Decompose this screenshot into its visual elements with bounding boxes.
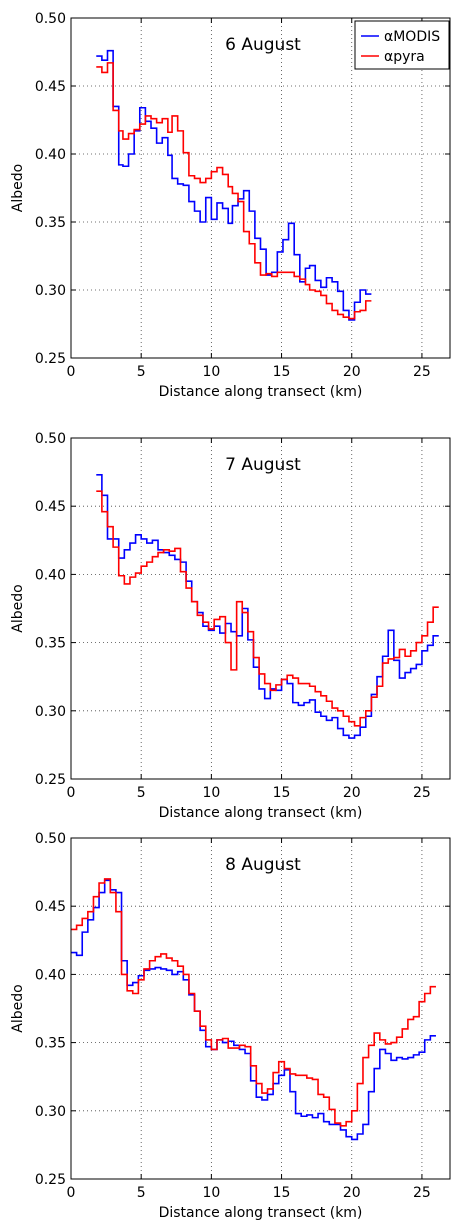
axes-frame [70, 437, 451, 780]
legend-label-pyra: αpyra [384, 49, 425, 65]
legend-box [354, 20, 450, 70]
x-tick-label: 0 [67, 364, 76, 380]
y-tick-label: 0.35 [35, 636, 66, 652]
y-tick-label: 0.25 [35, 1172, 66, 1188]
x-tick-label: 10 [202, 1185, 220, 1201]
plot-area [71, 18, 450, 358]
y-tick-label: 0.50 [35, 831, 66, 847]
y-tick-label: 0.50 [35, 431, 66, 447]
y-axis-label: Albedo [10, 164, 26, 212]
panel-title: 7 August [225, 455, 301, 475]
y-tick-label: 0.40 [35, 147, 66, 163]
x-tick-label: 25 [413, 785, 431, 801]
x-tick-label: 0 [67, 1185, 76, 1201]
x-tick-label: 10 [202, 785, 220, 801]
x-tick-label: 15 [273, 1185, 291, 1201]
series-line-pyra [96, 490, 439, 727]
y-axis-label: Albedo [10, 584, 26, 632]
y-tick-label: 0.30 [35, 283, 66, 299]
y-axis-label: Albedo [10, 984, 26, 1032]
x-tick-label: 20 [343, 364, 361, 380]
y-tick-label: 0.35 [35, 215, 66, 231]
x-tick-label: 5 [137, 364, 146, 380]
y-tick-label: 0.45 [35, 899, 66, 915]
chart-panel-1: 0 5 10 15 20 25 0.25 0.30 0.35 0.40 0.45 0.50 Distan… [10, 11, 451, 400]
x-tick-label: 20 [343, 785, 361, 801]
y-tick-label: 0.45 [35, 499, 66, 515]
x-tick-label: 15 [273, 364, 291, 380]
legend: αMODIS αpyra [354, 20, 450, 70]
x-tick-label: 5 [137, 785, 146, 801]
plot-area [71, 838, 450, 1179]
panels-container: 0 5 10 15 20 25 0.25 0.30 0.35 0.40 0.45 0.50 Distan… [10, 11, 451, 1221]
y-tick-label: 0.50 [35, 11, 66, 27]
y-tick-label: 0.25 [35, 351, 66, 367]
panel-title: 6 August [225, 35, 301, 55]
x-tick-label: 20 [343, 1185, 361, 1201]
y-tick-label: 0.30 [35, 704, 66, 720]
x-axis-label: Distance along transect (km) [159, 384, 363, 400]
x-tick-label: 5 [137, 1185, 146, 1201]
series-line-pyra [96, 62, 372, 320]
plot-area [71, 438, 450, 779]
y-tick-label: 0.40 [35, 967, 66, 983]
axes-frame [70, 17, 451, 359]
chart-panel-3: 0 5 10 15 20 25 0.25 0.30 0.35 0.40 0.45 0.50 Distan… [10, 831, 451, 1221]
x-tick-label: 25 [413, 364, 431, 380]
panel-title: 8 August [225, 855, 301, 875]
y-tick-label: 0.35 [35, 1036, 66, 1052]
series-line-pyra [71, 878, 436, 1127]
chart-panel-2: 0 5 10 15 20 25 0.25 0.30 0.35 0.40 0.45 0.50 Distan… [10, 431, 451, 821]
y-tick-label: 0.30 [35, 1104, 66, 1120]
x-tick-label: 0 [67, 785, 76, 801]
series-line-modis [71, 879, 436, 1141]
y-tick-label: 0.45 [35, 79, 66, 95]
axes-frame [70, 837, 451, 1180]
legend-label-modis: αMODIS [384, 29, 440, 45]
series-line-modis [96, 49, 372, 321]
x-tick-label: 10 [202, 364, 220, 380]
y-tick-label: 0.25 [35, 772, 66, 788]
y-tick-label: 0.40 [35, 567, 66, 583]
x-tick-label: 15 [273, 785, 291, 801]
x-axis-label: Distance along transect (km) [159, 1205, 363, 1221]
x-axis-label: Distance along transect (km) [159, 805, 363, 821]
x-tick-label: 25 [413, 1185, 431, 1201]
